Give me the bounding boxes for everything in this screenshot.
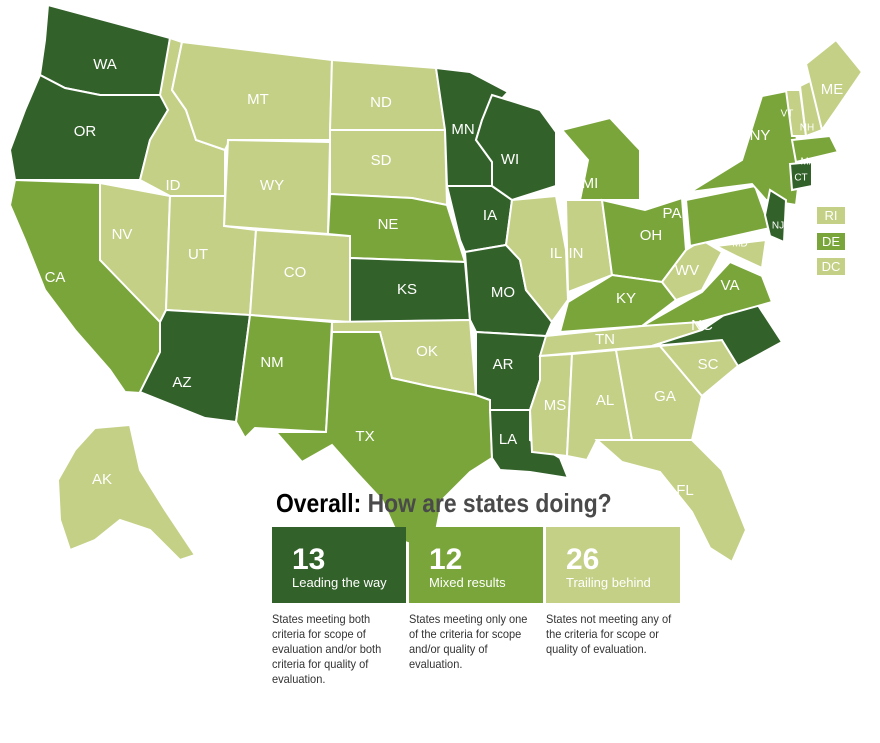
trailing-description: States not meeting any of the criteria f… bbox=[546, 612, 672, 656]
state-label-az: AZ bbox=[172, 374, 191, 391]
state-label-mn: MN bbox=[451, 121, 474, 138]
state-pa bbox=[684, 184, 772, 248]
title-bold: Overall: bbox=[276, 488, 362, 518]
mixed-count: 12 bbox=[429, 543, 463, 576]
state-wi bbox=[474, 93, 557, 202]
state-label-nv: NV bbox=[112, 226, 133, 243]
state-va bbox=[641, 260, 774, 327]
legend-trailing: 26 Trailing behind bbox=[546, 527, 680, 603]
mixed-label: Mixed results bbox=[429, 575, 506, 590]
state-ak bbox=[56, 423, 197, 562]
state-ct bbox=[788, 160, 813, 192]
state-label-me: ME bbox=[821, 81, 844, 98]
state-label-mi: MI bbox=[582, 175, 599, 192]
state-ma bbox=[790, 134, 840, 164]
state-label-or: OR bbox=[74, 123, 97, 140]
leading-count: 13 bbox=[292, 543, 326, 576]
state-nj bbox=[763, 188, 788, 244]
state-label-ne: NE bbox=[378, 216, 399, 233]
state-nm bbox=[234, 313, 334, 440]
state-label-co: CO bbox=[284, 264, 307, 281]
state-label-sc: SC bbox=[698, 356, 719, 373]
state-label-ar: AR bbox=[493, 356, 514, 373]
state-wv bbox=[660, 238, 724, 302]
state-label-ak: AK bbox=[92, 471, 112, 488]
mixed-description: States meeting only one of the criteria … bbox=[409, 612, 528, 671]
state-label-id: ID bbox=[166, 177, 181, 194]
state-label-ga: GA bbox=[654, 388, 676, 405]
state-label-ms: MS bbox=[544, 397, 567, 414]
state-fl bbox=[594, 439, 748, 564]
state-label-pa: PA bbox=[663, 205, 682, 222]
state-label-nd: ND bbox=[370, 94, 392, 111]
state-wa bbox=[38, 3, 172, 96]
state-label-in: IN bbox=[569, 245, 584, 262]
leading-label: Leading the way bbox=[292, 575, 387, 590]
state-label-vt: VT bbox=[781, 109, 794, 120]
state-tx bbox=[273, 331, 494, 554]
state-label-al: AL bbox=[596, 392, 614, 409]
state-nc bbox=[651, 294, 784, 368]
state-label-ky: KY bbox=[616, 290, 636, 307]
state-label-ca: CA bbox=[45, 269, 66, 286]
state-label-nh: NH bbox=[800, 123, 814, 134]
state-label-md: MD bbox=[732, 239, 748, 250]
small-state-dc: DC bbox=[817, 258, 845, 275]
title-rest: How are states doing? bbox=[361, 488, 612, 518]
state-label-va: VA bbox=[721, 277, 740, 294]
state-label-la: LA bbox=[499, 431, 517, 448]
small-state-ri: RI bbox=[817, 207, 845, 224]
state-label-wv: WV bbox=[675, 262, 699, 279]
state-label-tn: TN bbox=[595, 331, 615, 348]
state-label-mt: MT bbox=[247, 91, 269, 108]
state-label-ct: CT bbox=[794, 173, 807, 184]
legend-boxes: 13 Leading the way 12 Mixed results 26 Trai… bbox=[272, 527, 683, 603]
state-label-wa: WA bbox=[93, 56, 117, 73]
legend-descriptions: States meeting both criteria for scope o… bbox=[272, 612, 683, 687]
state-label-sd: SD bbox=[371, 152, 392, 169]
state-label-nc: NC bbox=[691, 317, 713, 334]
legend-title: Overall: How are states doing? bbox=[276, 488, 612, 519]
legend-mixed: 12 Mixed results bbox=[409, 527, 543, 603]
state-me bbox=[804, 38, 864, 133]
state-label-oh: OH bbox=[640, 227, 663, 244]
state-label-fl: FL bbox=[676, 482, 694, 499]
state-label-ok: OK bbox=[416, 343, 438, 360]
state-il bbox=[504, 194, 570, 324]
state-label-mo: MO bbox=[491, 284, 515, 301]
state-label-ks: KS bbox=[397, 281, 417, 298]
legend-leading: 13 Leading the way bbox=[272, 527, 406, 603]
state-label-wi: WI bbox=[501, 151, 519, 168]
state-label-ma: MA bbox=[801, 157, 816, 168]
small-state-de: DE bbox=[817, 233, 845, 250]
state-label-ut: UT bbox=[188, 246, 208, 263]
state-label-tx: TX bbox=[355, 428, 374, 445]
state-label-ny: NY bbox=[750, 127, 771, 144]
state-label-il: IL bbox=[550, 245, 563, 262]
trailing-count: 26 bbox=[566, 543, 600, 576]
state-label-wy: WY bbox=[260, 177, 284, 194]
trailing-label: Trailing behind bbox=[566, 575, 651, 590]
leading-description: States meeting both criteria for scope o… bbox=[272, 612, 382, 686]
state-label-ia: IA bbox=[483, 207, 497, 224]
state-label-nm: NM bbox=[260, 354, 283, 371]
state-md bbox=[712, 238, 768, 270]
state-mi bbox=[560, 116, 641, 201]
state-label-nj: NJ bbox=[772, 221, 784, 232]
